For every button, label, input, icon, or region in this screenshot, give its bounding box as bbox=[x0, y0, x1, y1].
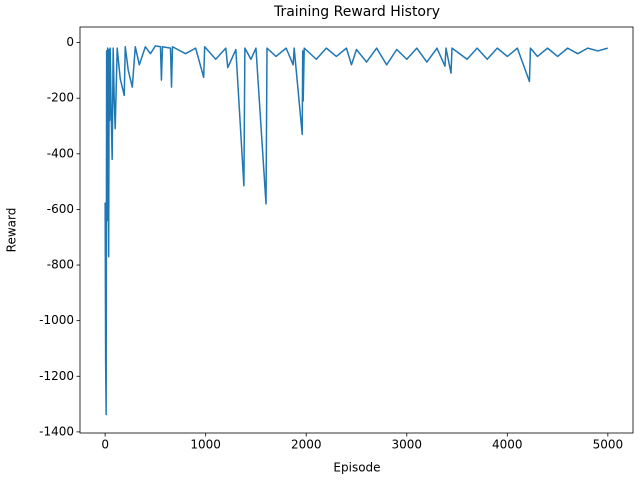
y-tick-label: -800 bbox=[47, 258, 74, 272]
y-tick-label: -1000 bbox=[39, 313, 74, 327]
x-tick-label: 3000 bbox=[391, 438, 422, 452]
x-tick-label: 4000 bbox=[492, 438, 523, 452]
x-tick-label: 5000 bbox=[593, 438, 624, 452]
y-tick-label: -1200 bbox=[39, 369, 74, 383]
x-tick-label: 1000 bbox=[190, 438, 221, 452]
x-tick-label: 2000 bbox=[291, 438, 322, 452]
chart-title: Training Reward History bbox=[273, 4, 440, 20]
reward-line bbox=[104, 45, 608, 416]
y-tick-label: -600 bbox=[47, 202, 74, 216]
x-tick-label: 0 bbox=[101, 438, 109, 452]
y-tick-label: -200 bbox=[47, 91, 74, 105]
y-axis-label: Reward bbox=[5, 208, 19, 253]
plot-frame bbox=[79, 26, 634, 434]
y-tick-label: -400 bbox=[47, 146, 74, 160]
y-tick-label: -1400 bbox=[39, 424, 74, 438]
y-tick-label: 0 bbox=[66, 35, 74, 49]
x-axis-label: Episode bbox=[333, 461, 380, 475]
